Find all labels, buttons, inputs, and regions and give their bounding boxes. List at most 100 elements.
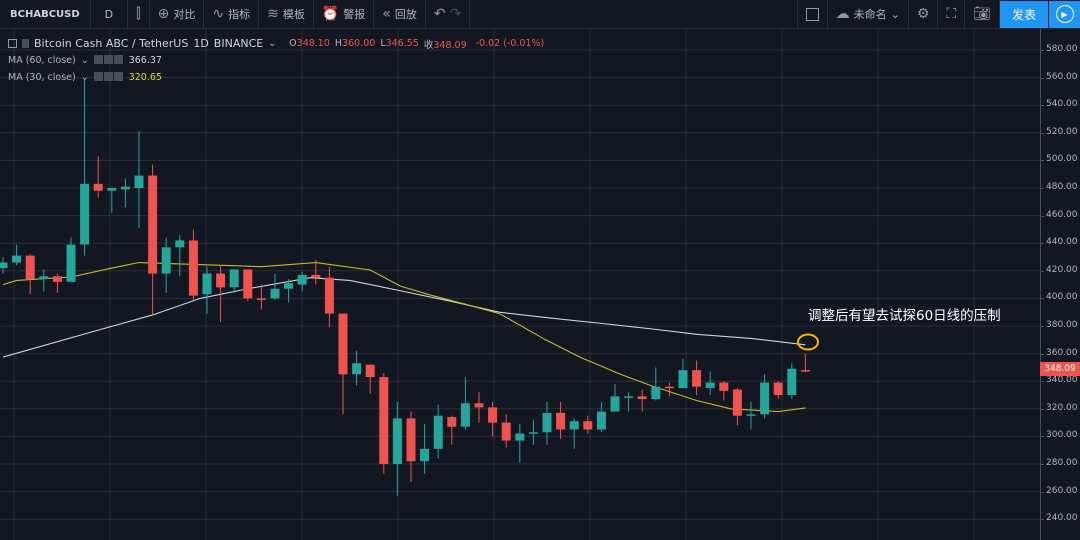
ma60-label[interactable]: MA (60, close) [8,55,76,66]
undo-icon[interactable]: ↶ [433,6,446,22]
ma30-legend: MA (30, close) ⌄ 320.65 [8,69,544,86]
candle-up [12,255,22,263]
redo-icon[interactable]: ↷ [449,6,462,22]
top-toolbar: BCHABCUSD D ⫿ ⊕ 对比 ∿ 指标 ≋ 模板 ⏰ 警报 «回放 ↶ ↷ ☁ 未命… [0,0,1080,29]
candle-up [270,288,280,299]
layout-name: 未命名 [853,8,887,21]
candle-up [284,283,294,289]
open-label: O [289,38,297,49]
y-tick-mark [1041,519,1044,521]
candle-up [392,418,402,464]
template-icon: ≋ [267,6,279,22]
settings-button[interactable]: ⚙ [909,0,939,29]
candle-up [120,186,130,190]
legend-exchange[interactable]: BINANCE [213,37,264,50]
candle-down [311,274,321,278]
candle-down [692,370,702,387]
candle-down [447,417,457,427]
fullscreen-icon: ⛶ [946,6,957,22]
y-tick-mark [1041,215,1044,217]
ma30-label[interactable]: MA (30, close) [8,72,76,83]
candle-down [148,175,158,274]
candle-up [0,262,8,269]
candle-up [80,183,90,245]
y-tick-mark [1041,160,1044,162]
fullscreen-button[interactable]: ⛶ [938,0,966,29]
candle-up [161,247,171,274]
candle-down [406,418,416,462]
y-tick-label: 520.00 [1046,126,1078,137]
symbol-title: Bitcoin Cash ABC / TetherUS [34,37,189,50]
candle-up [528,432,538,434]
candle-up [229,269,239,288]
ma60-legend: MA (60, close) ⌄ 366.37 [8,52,544,69]
plus-circle-icon: ⊕ [157,6,170,22]
candle-down [243,269,253,299]
candle-up [134,175,144,188]
y-tick-mark [1041,105,1044,107]
chevron-down-icon: ⌄ [80,55,89,66]
close-icon[interactable] [113,54,123,64]
candle-up [746,414,756,416]
eye-icon[interactable] [93,71,103,81]
y-tick-mark [1041,464,1044,465]
candle-down [93,183,103,191]
y-tick-mark [1041,381,1044,383]
chevron-down-icon: ⌄ [268,38,277,49]
price-axis[interactable]: 580.00 560.00 540.00 520.00 500.00 480.00 460.… [1040,29,1080,540]
y-tick-label: 280.00 [1046,458,1078,468]
replay-label: 回放 [394,8,417,21]
chart-type-button[interactable]: ⫿ [128,0,150,29]
y-tick-mark [1041,353,1044,355]
compare-button[interactable]: ⊕ 对比 [150,0,205,29]
y-tick-mark [1041,298,1044,300]
candle-down [365,364,375,378]
play-button[interactable]: ▶ [1049,0,1080,28]
y-tick-label: 480.00 [1046,182,1078,192]
indicators-button[interactable]: ∿ 指标 [204,0,260,29]
open-value: 348.10 [296,38,330,49]
y-tick-mark [1041,491,1044,493]
candle-down [719,382,729,391]
indicator-icon: ∿ [212,6,225,22]
y-tick-label: 560.00 [1046,71,1078,82]
candle-up [651,386,661,400]
close-label: 收 [423,39,434,51]
replay-button[interactable]: «回放 [374,0,426,29]
change-value: -0.02 (-0.01%) [475,38,545,49]
candle-up [705,382,715,389]
candle-down [188,240,198,296]
alert-button[interactable]: ⏰ 警报 [314,0,375,29]
gear-icon[interactable] [103,71,113,81]
candle-up [66,244,76,282]
candle-up [610,396,620,412]
interval-button[interactable]: D [91,0,129,29]
eye-icon[interactable] [93,54,103,64]
layout-name-button[interactable]: ☁ 未命名 ⌄ [828,0,909,29]
y-tick-label: 460.00 [1046,209,1078,220]
y-tick-mark [1041,243,1044,245]
y-tick-label: 580.00 [1046,44,1078,54]
templates-button[interactable]: ≋ 模板 [259,0,314,29]
y-tick-mark [1041,188,1044,189]
camera-icon: 📷︎ [973,6,991,22]
y-tick-label: 340.00 [1046,375,1078,386]
symbol-search-button[interactable]: BCHABCUSD [0,0,91,29]
symbol-legend: Bitcoin Cash ABC / TetherUS 1D BINANCE ⌄ … [8,35,544,52]
y-tick-mark [1041,50,1044,51]
close-icon[interactable] [113,71,123,81]
collapse-icon[interactable] [8,39,17,48]
last-price-tag: 348.09 [1040,362,1080,376]
select-button[interactable] [796,0,828,29]
publish-button[interactable]: 发表 [999,0,1048,28]
high-value: 360.00 [342,38,376,49]
rewind-icon: « [382,6,391,22]
candle-up [202,273,212,295]
gear-icon[interactable] [103,54,113,64]
candle-up [297,274,307,285]
candle-down [556,412,566,430]
snapshot-button[interactable]: 📷︎ [965,0,1000,29]
low-label: L [380,38,386,49]
candle-up [107,188,117,191]
